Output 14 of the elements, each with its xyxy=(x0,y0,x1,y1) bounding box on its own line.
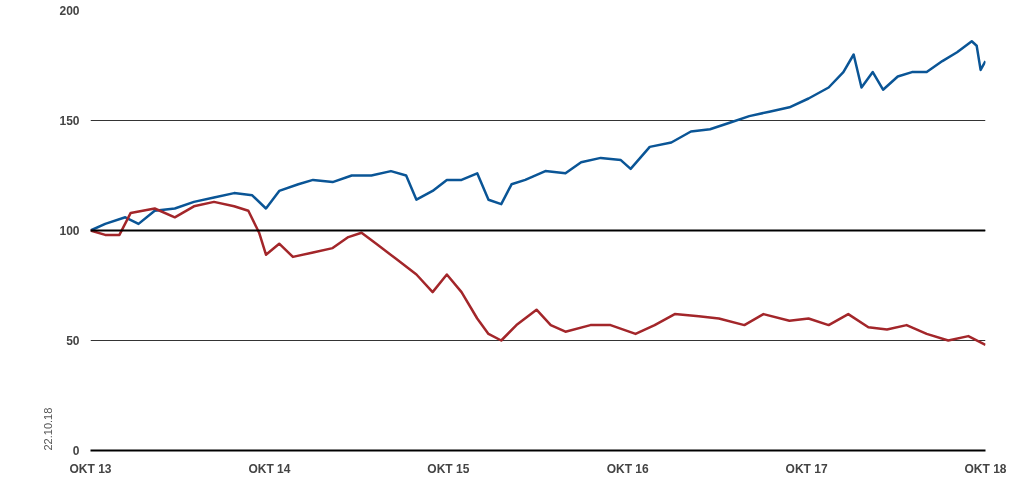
x-tick-label: OKT 14 xyxy=(248,461,291,476)
y-tick-label: 200 xyxy=(59,4,80,18)
text: 22.10.18 xyxy=(41,407,54,451)
y-tick-label: 100 xyxy=(59,224,80,238)
y-tick-label: 0 xyxy=(72,444,80,458)
x-tick-label: OKT 18 xyxy=(964,461,1007,476)
x-tick-label: OKT 15 xyxy=(427,461,470,476)
line-series xyxy=(90,200,986,347)
x-tick-label: OKT 17 xyxy=(785,461,828,476)
line-series xyxy=(90,40,986,232)
x-tick-label: OKT 13 xyxy=(69,461,112,476)
y-tick-label: 50 xyxy=(66,334,80,348)
x-tick-label: OKT 16 xyxy=(606,461,650,476)
y-tick-label: 150 xyxy=(59,114,80,128)
